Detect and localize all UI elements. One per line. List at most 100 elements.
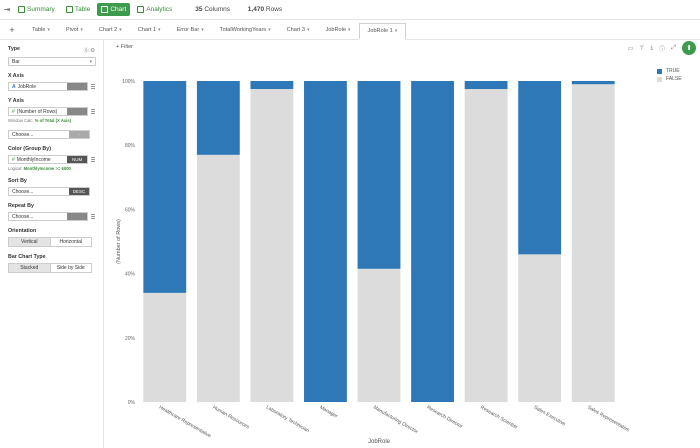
view-tab-table[interactable]: Table xyxy=(62,3,95,16)
logical-value[interactable]: MonthlyIncome >= 6000 xyxy=(23,166,71,171)
bar-segment-false[interactable] xyxy=(196,154,240,402)
view-tab-analytics[interactable]: Analytics xyxy=(133,3,176,16)
legend-item-false[interactable]: FALSE xyxy=(657,76,682,82)
orientation-horizontal[interactable]: Horizontal xyxy=(49,238,92,246)
chevron-down-icon[interactable]: ▾ xyxy=(394,27,398,34)
chevron-down-icon[interactable]: ▾ xyxy=(306,26,310,33)
sortby-field[interactable]: Choose... DESC xyxy=(8,187,90,196)
bar-segment-true[interactable] xyxy=(196,81,240,155)
menu-icon[interactable] xyxy=(91,84,95,89)
x-tick-label: Sales Representative xyxy=(586,405,630,434)
xaxis-option-button[interactable] xyxy=(67,83,88,90)
chart-tab-label: TotalWorkingYears xyxy=(219,26,267,33)
bar-segment-true[interactable] xyxy=(464,81,508,90)
expand-icon[interactable]: ⤢ xyxy=(671,44,676,51)
rows-label: Rows xyxy=(265,6,283,13)
filter-label: Filter xyxy=(120,44,133,50)
chart-tab[interactable]: Chart 2 ▾ xyxy=(91,20,130,40)
chevron-down-icon[interactable]: ▾ xyxy=(268,26,271,33)
collapse-panel-icon[interactable]: ⇥ xyxy=(3,5,11,14)
choose-placeholder: Choose... xyxy=(12,131,34,138)
chevron-down-icon[interactable]: ▾ xyxy=(348,26,351,33)
sortby-value: Choose... xyxy=(12,188,34,195)
chevron-down-icon[interactable]: ▾ xyxy=(201,26,204,33)
bar-segment-true[interactable] xyxy=(143,81,187,293)
chart-tools: ▭ ⊤ ⤓ ⓘ ⤢ ⬆ xyxy=(628,41,696,55)
sort-direction-button[interactable]: DESC xyxy=(69,188,89,195)
chevron-down-icon[interactable]: ▾ xyxy=(80,26,83,33)
dataset-stats: 35 Columns 1,470 Rows xyxy=(195,6,298,13)
view-tab-label: Summary xyxy=(27,6,55,13)
chevron-down-icon[interactable]: ▾ xyxy=(119,26,122,33)
y-tick-label: 100% xyxy=(122,79,135,85)
chart-tab-label: JobRole 1 xyxy=(367,27,393,34)
yaxis2-field[interactable]: Choose... - xyxy=(8,130,90,139)
table-icon xyxy=(65,6,73,13)
orientation-label: Orientation xyxy=(8,228,37,234)
bar-segment-true[interactable] xyxy=(518,81,562,255)
x-tick-label: Sales Executive xyxy=(533,405,567,428)
sortby-label: Sort By xyxy=(8,178,27,184)
bartype-stacked[interactable]: Stacked xyxy=(9,264,50,272)
filter-button[interactable]: + Filter xyxy=(116,44,133,50)
add-chart-button[interactable]: + xyxy=(9,24,15,35)
view-tab-summary[interactable]: Summary xyxy=(14,3,59,16)
bar-segment-false[interactable] xyxy=(518,254,562,402)
yaxis2-option-button[interactable]: - xyxy=(69,131,89,138)
bar-segment-true[interactable] xyxy=(411,81,454,402)
bar-segment-true[interactable] xyxy=(357,81,401,269)
comment-icon[interactable]: ▭ xyxy=(627,45,634,52)
chart-tab[interactable]: Chart 3 ▾ xyxy=(279,20,318,40)
chart-tab[interactable]: Chart 1 ▾ xyxy=(130,20,169,40)
yaxis-option-button[interactable] xyxy=(67,108,88,115)
bar-segment-false[interactable] xyxy=(571,84,615,403)
repeatby-field[interactable]: Choose... xyxy=(8,212,89,221)
yaxis-field[interactable]: # (Number of Rows) xyxy=(8,107,89,116)
color-field[interactable]: # MonthlyIncome NUM xyxy=(8,155,89,164)
bar-segment-true[interactable] xyxy=(304,81,347,402)
window-calc-value[interactable]: % of Total (X Axis) xyxy=(34,118,72,123)
menu-icon[interactable] xyxy=(91,214,95,219)
repeatby-option-button[interactable] xyxy=(67,213,88,220)
color-type-button[interactable]: NUM xyxy=(67,156,88,163)
legend-label-false: FALSE xyxy=(666,76,682,82)
chevron-down-icon[interactable]: ▾ xyxy=(47,26,50,33)
bar-segment-true[interactable] xyxy=(250,81,294,90)
bartype-toggle: Stacked Side by Side xyxy=(8,263,92,273)
chart-tab[interactable]: Pivot ▾ xyxy=(58,20,91,40)
number-type-icon: # xyxy=(12,108,15,115)
bulb-icon xyxy=(137,6,145,13)
legend-item-true[interactable]: TRUE xyxy=(657,68,682,74)
chart-tab[interactable]: Error Bar ▾ xyxy=(169,20,212,40)
orientation-toggle: Vertical Horizontal xyxy=(8,237,92,247)
yaxis-value: (Number of Rows) xyxy=(16,108,58,115)
bartype-side-by-side[interactable]: Side by Side xyxy=(49,264,92,272)
bar-segment-false[interactable] xyxy=(143,292,187,402)
chart-type-select[interactable]: Bar ▾ xyxy=(8,57,96,66)
yaxis-label: Y Axis xyxy=(8,98,24,104)
download-icon[interactable]: ⤓ xyxy=(650,44,654,51)
orientation-vertical[interactable]: Vertical xyxy=(9,238,50,246)
chart-tab[interactable]: TotalWorkingYears ▾ xyxy=(212,20,279,40)
chart-tab[interactable]: Table ▾ xyxy=(24,20,58,40)
menu-icon[interactable] xyxy=(91,157,95,162)
menu-icon[interactable] xyxy=(91,109,95,114)
bar-segment-true[interactable] xyxy=(571,81,615,85)
xaxis-field[interactable]: A JobRole xyxy=(8,82,89,91)
chart-tab[interactable]: JobRole ▾ xyxy=(317,20,358,40)
bar-segment-false[interactable] xyxy=(357,268,401,402)
view-tab-chart[interactable]: Chart xyxy=(97,3,131,16)
pin-icon[interactable]: ⊤ xyxy=(639,45,645,52)
pin-chart-button[interactable]: ⬆ xyxy=(682,41,696,55)
chevron-down-icon[interactable]: ▾ xyxy=(158,26,161,33)
info-icon[interactable]: ⓘ xyxy=(659,46,666,53)
chart-tab[interactable]: JobRole 1 ▾ xyxy=(358,22,407,40)
help-settings-icons[interactable]: ⓪ ⚙ xyxy=(83,48,95,54)
bar-segment-false[interactable] xyxy=(250,89,294,403)
view-tab-label: Chart xyxy=(110,6,127,13)
type-label: Type xyxy=(8,46,20,52)
chart-type-value: Bar xyxy=(12,58,20,65)
color-value: MonthlyIncome xyxy=(16,156,51,163)
bar-segment-false[interactable] xyxy=(464,89,508,403)
chart-tab-bar: + Table ▾ Pivot ▾ Chart 2 ▾ Chart 1 ▾ Error Bar ▾… xyxy=(0,20,700,40)
